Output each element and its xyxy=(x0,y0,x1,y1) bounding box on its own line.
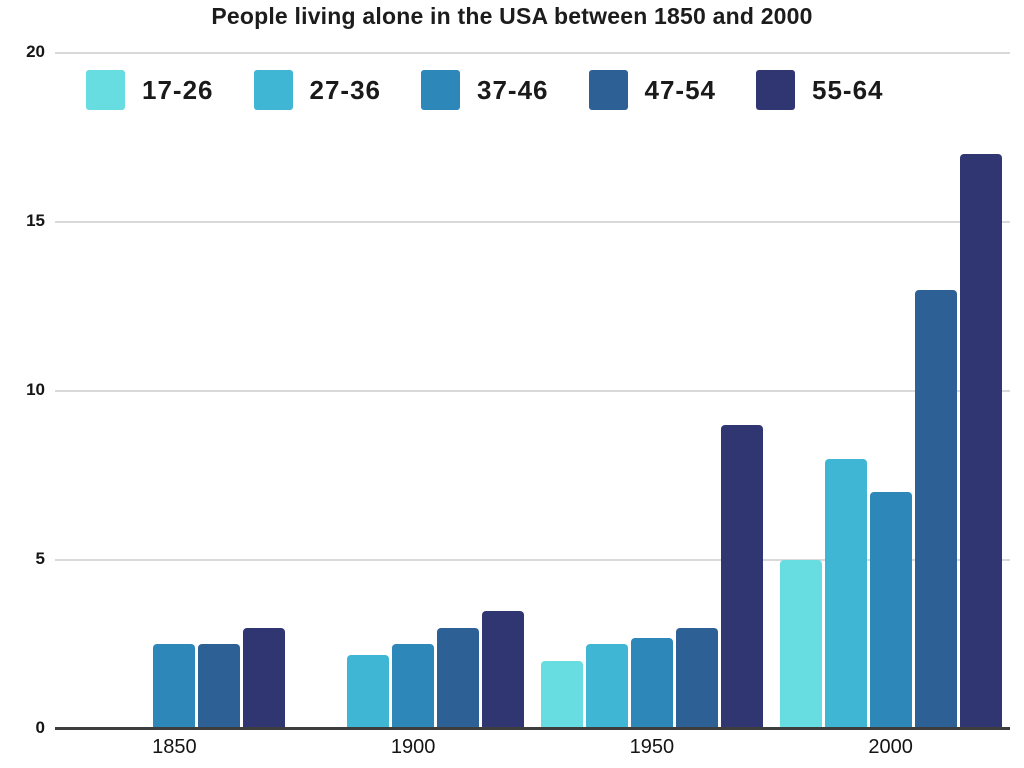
x-tick-label-2000: 2000 xyxy=(868,736,913,758)
category-group-1950 xyxy=(533,53,772,729)
x-tick-label-1850: 1850 xyxy=(152,736,197,758)
legend: 17-26 27-36 37-46 47-54 55-64 xyxy=(86,70,884,110)
bar-17-26-2000 xyxy=(779,560,822,729)
y-tick-label-15: 15 xyxy=(26,211,45,230)
bar-row-1850 xyxy=(63,628,286,729)
plot-area: 0 5 10 15 20 xyxy=(26,42,1010,737)
bar-47-54-2000 xyxy=(914,290,957,729)
bar-27-36-2000 xyxy=(824,459,867,729)
gridline-15 xyxy=(55,221,1010,223)
bar-37-46-1900 xyxy=(392,644,435,729)
bar-row-1950 xyxy=(540,425,763,729)
legend-label-55-64: 55-64 xyxy=(812,74,884,105)
x-tick-label-1900: 1900 xyxy=(390,736,436,758)
bar-37-46-1850 xyxy=(153,644,196,729)
bar-row-1900 xyxy=(302,611,525,729)
gridline-10 xyxy=(55,390,1010,392)
legend-label-47-54: 47-54 xyxy=(644,74,716,105)
x-axis-labels: 1850 1900 1950 2000 xyxy=(55,736,1010,759)
legend-item-37-46: 37-46 xyxy=(421,70,549,110)
legend-swatch-55-64 xyxy=(756,70,795,110)
legend-item-27-36: 27-36 xyxy=(253,70,382,110)
bar-17-26-1950 xyxy=(540,661,583,729)
category-group-2000 xyxy=(771,53,1010,729)
bar-47-54-1900 xyxy=(437,628,480,729)
y-tick-label-0: 0 xyxy=(35,718,45,737)
x-tick-label-1950: 1950 xyxy=(629,736,675,758)
category-group-1900 xyxy=(294,53,533,729)
bar-27-36-1900 xyxy=(347,655,390,729)
legend-swatch-27-36 xyxy=(253,70,293,110)
bar-27-36-1950 xyxy=(585,644,628,729)
category-group-1850 xyxy=(55,53,294,729)
y-tick-label-20: 20 xyxy=(26,42,45,61)
legend-label-17-26: 17-26 xyxy=(142,74,214,105)
bar-groups xyxy=(55,53,1010,729)
bar-row-2000 xyxy=(779,154,1002,729)
legend-label-37-46: 37-46 xyxy=(477,74,549,105)
bar-55-64-1900 xyxy=(482,611,525,729)
bar-55-64-2000 xyxy=(959,154,1002,729)
legend-swatch-47-54 xyxy=(588,70,628,110)
legend-swatch-17-26 xyxy=(86,70,125,110)
bar-47-54-1950 xyxy=(675,628,718,729)
gridline-5 xyxy=(55,559,1010,561)
chart-title: People living alone in the USA between 1… xyxy=(211,3,813,29)
legend-label-27-36: 27-36 xyxy=(309,74,381,105)
y-tick-label-10: 10 xyxy=(26,380,45,399)
bar-37-46-1950 xyxy=(630,638,673,729)
legend-item-47-54: 47-54 xyxy=(588,70,717,110)
bar-47-54-1850 xyxy=(198,644,241,729)
bar-37-46-2000 xyxy=(869,492,912,729)
bar-55-64-1950 xyxy=(720,425,763,729)
x-axis-line xyxy=(55,727,1010,730)
legend-item-55-64: 55-64 xyxy=(756,70,884,110)
legend-item-17-26: 17-26 xyxy=(86,70,214,110)
gridline-20 xyxy=(55,52,1010,54)
y-tick-label-5: 5 xyxy=(35,549,45,568)
legend-swatch-37-46 xyxy=(421,70,460,110)
bar-55-64-1850 xyxy=(243,628,286,729)
